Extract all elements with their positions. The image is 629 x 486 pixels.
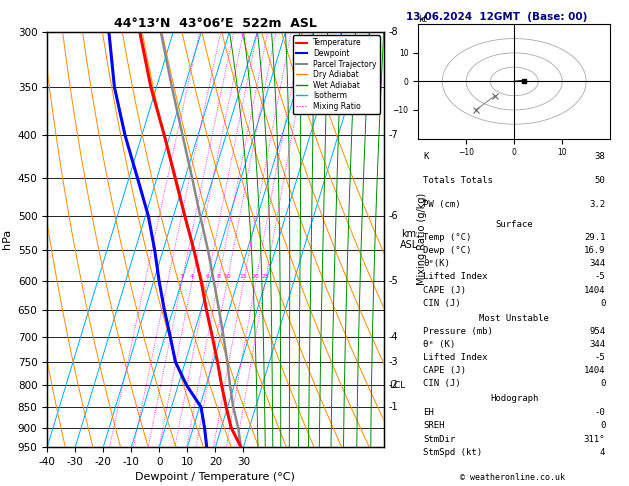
Text: CAPE (J): CAPE (J)	[423, 285, 466, 295]
Text: 20: 20	[252, 275, 260, 279]
Text: Dewp (°C): Dewp (°C)	[423, 246, 472, 255]
Text: Lifted Index: Lifted Index	[423, 353, 487, 362]
Text: Mixing Ratio (g/kg): Mixing Ratio (g/kg)	[418, 193, 427, 285]
Text: 3.2: 3.2	[589, 200, 605, 209]
Text: EH: EH	[423, 408, 434, 417]
Text: -1: -1	[389, 402, 398, 412]
Legend: Temperature, Dewpoint, Parcel Trajectory, Dry Adiabat, Wet Adiabat, Isotherm, Mi: Temperature, Dewpoint, Parcel Trajectory…	[292, 35, 380, 114]
Text: StmSpd (kt): StmSpd (kt)	[423, 448, 482, 457]
Text: K: K	[423, 152, 428, 161]
Text: 311°: 311°	[584, 434, 605, 444]
Text: -5: -5	[594, 273, 605, 281]
Text: θᵉ(K): θᵉ(K)	[423, 260, 450, 268]
Text: kt: kt	[418, 15, 427, 24]
Text: 1404: 1404	[584, 285, 605, 295]
Text: Surface: Surface	[496, 220, 533, 229]
Text: 0: 0	[600, 379, 605, 388]
Text: 344: 344	[589, 260, 605, 268]
Text: 38: 38	[594, 152, 605, 161]
Text: -2: -2	[389, 380, 399, 390]
Text: PW (cm): PW (cm)	[423, 200, 460, 209]
Text: -5: -5	[389, 277, 399, 286]
Text: Hodograph: Hodograph	[490, 395, 538, 403]
Text: 344: 344	[589, 340, 605, 349]
Text: 6: 6	[205, 275, 209, 279]
Text: θᵉ (K): θᵉ (K)	[423, 340, 455, 349]
Text: 4: 4	[190, 275, 194, 279]
Text: Temp (°C): Temp (°C)	[423, 233, 472, 243]
Text: -8: -8	[389, 27, 398, 36]
Text: -7: -7	[389, 130, 399, 140]
Text: 954: 954	[589, 327, 605, 336]
Text: 50: 50	[594, 176, 605, 185]
Text: SREH: SREH	[423, 421, 445, 430]
Title: 44°13’N  43°06’E  522m  ASL: 44°13’N 43°06’E 522m ASL	[114, 17, 317, 31]
Text: 10: 10	[223, 275, 231, 279]
Text: 16.9: 16.9	[584, 246, 605, 255]
X-axis label: Dewpoint / Temperature (°C): Dewpoint / Temperature (°C)	[135, 472, 296, 483]
Text: -3: -3	[389, 357, 398, 367]
Text: 25: 25	[262, 275, 269, 279]
Text: Totals Totals: Totals Totals	[423, 176, 493, 185]
Text: 29.1: 29.1	[584, 233, 605, 243]
Text: StmDir: StmDir	[423, 434, 455, 444]
Text: CIN (J): CIN (J)	[423, 298, 460, 308]
Text: Lifted Index: Lifted Index	[423, 273, 487, 281]
Text: © weatheronline.co.uk: © weatheronline.co.uk	[460, 473, 565, 482]
Text: 0: 0	[600, 298, 605, 308]
Text: 3: 3	[180, 275, 184, 279]
Text: LCL: LCL	[389, 381, 405, 390]
Text: -6: -6	[389, 211, 398, 221]
Text: 15: 15	[240, 275, 248, 279]
Text: CIN (J): CIN (J)	[423, 379, 460, 388]
Text: Pressure (mb): Pressure (mb)	[423, 327, 493, 336]
Text: -5: -5	[594, 353, 605, 362]
Text: -4: -4	[389, 332, 398, 342]
Text: -0: -0	[594, 408, 605, 417]
Text: 13.06.2024  12GMT  (Base: 00): 13.06.2024 12GMT (Base: 00)	[406, 12, 587, 22]
Text: Most Unstable: Most Unstable	[479, 313, 549, 323]
Text: 8: 8	[216, 275, 220, 279]
Text: 1404: 1404	[584, 366, 605, 375]
Text: 4: 4	[600, 448, 605, 457]
Y-axis label: hPa: hPa	[2, 229, 12, 249]
Text: 0: 0	[600, 421, 605, 430]
Text: CAPE (J): CAPE (J)	[423, 366, 466, 375]
Y-axis label: km
ASL: km ASL	[399, 228, 418, 250]
